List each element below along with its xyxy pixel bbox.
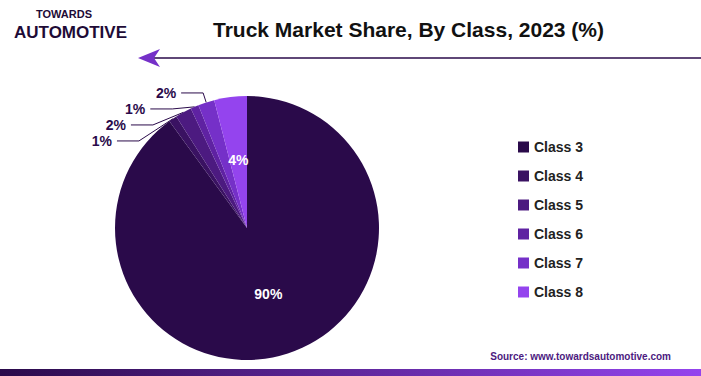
svg-text:Class 4: Class 4: [534, 168, 583, 184]
svg-text:Class 7: Class 7: [534, 255, 583, 271]
svg-text:2%: 2%: [156, 85, 177, 101]
svg-text:90%: 90%: [254, 286, 283, 302]
svg-text:Class 5: Class 5: [534, 197, 583, 213]
svg-text:1%: 1%: [92, 133, 113, 149]
svg-text:Truck Market Share, By Class,: Truck Market Share, By Class, 2023 (%): [213, 18, 604, 41]
svg-text:AUTOMOTIVE: AUTOMOTIVE: [14, 23, 127, 42]
svg-text:TOWARDS: TOWARDS: [36, 8, 92, 20]
svg-text:2%: 2%: [106, 117, 127, 133]
svg-text:Class 6: Class 6: [534, 226, 583, 242]
svg-text:4%: 4%: [228, 152, 249, 168]
svg-text:1%: 1%: [125, 101, 146, 117]
svg-text:Class 8: Class 8: [534, 284, 583, 300]
svg-text:Source: www.towardsautomotive.: Source: www.towardsautomotive.com: [490, 351, 671, 362]
svg-text:Class 3: Class 3: [534, 139, 583, 155]
